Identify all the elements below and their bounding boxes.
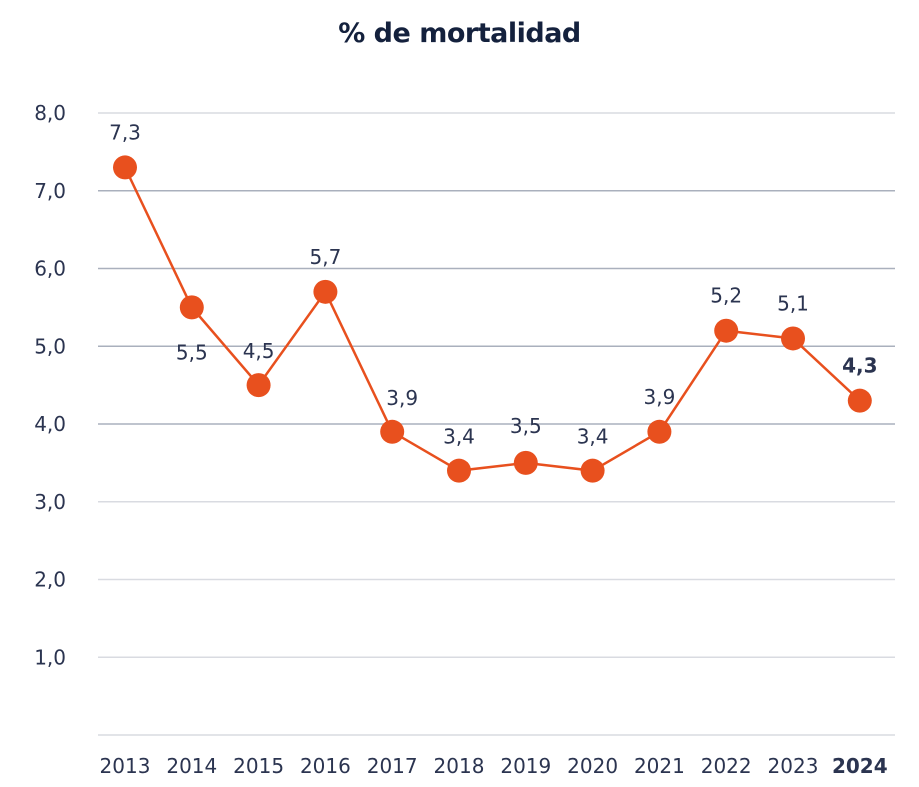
series-line — [123, 166, 861, 472]
data-point — [380, 419, 405, 444]
data-point — [714, 318, 739, 343]
x-tick-label: 2014 — [166, 754, 217, 778]
data-point — [781, 326, 805, 351]
data-label: 4,3 — [842, 354, 877, 378]
x-tick-label: 2019 — [500, 754, 551, 778]
data-label: 3,5 — [510, 414, 542, 438]
x-tick-label: 2022 — [701, 754, 752, 778]
data-point — [246, 373, 271, 398]
data-point — [580, 458, 605, 483]
data-label: 7,3 — [109, 120, 141, 144]
y-tick-label: 1,0 — [34, 645, 66, 669]
data-label: 3,4 — [443, 425, 475, 449]
y-tick-label: 4,0 — [34, 412, 66, 436]
x-tick-label: 2020 — [567, 754, 618, 778]
chart-title: % de mortalidad — [338, 18, 581, 49]
x-tick-label: 2015 — [233, 754, 284, 778]
x-tick-label: 2024 — [832, 754, 888, 778]
x-tick-label: 2023 — [768, 754, 819, 778]
x-tick-label: 2013 — [100, 754, 151, 778]
y-tick-label: 5,0 — [34, 334, 66, 358]
data-point — [513, 450, 538, 475]
x-tick-label: 2016 — [300, 754, 351, 778]
data-label: 5,7 — [309, 245, 341, 269]
data-point — [447, 458, 471, 483]
data-point — [847, 388, 872, 413]
y-tick-label: 2,0 — [34, 568, 66, 592]
y-tick-label: 6,0 — [34, 257, 66, 281]
data-label: 4,5 — [243, 339, 275, 363]
x-tick-label: 2018 — [434, 754, 485, 778]
x-tick-label: 2017 — [367, 754, 418, 778]
y-tick-label: 8,0 — [34, 101, 66, 125]
data-label: 3,9 — [386, 386, 418, 410]
data-point — [313, 279, 338, 304]
data-point — [179, 295, 204, 320]
y-tick-label: 3,0 — [34, 490, 66, 514]
data-label: 5,1 — [777, 291, 809, 315]
data-label: 3,4 — [577, 425, 609, 449]
data-point — [647, 419, 672, 444]
x-tick-label: 2021 — [634, 754, 685, 778]
data-label: 5,2 — [710, 284, 742, 308]
data-label: 5,5 — [176, 340, 208, 364]
y-tick-label: 7,0 — [34, 179, 66, 203]
data-point — [113, 155, 137, 180]
data-label: 3,9 — [643, 385, 675, 409]
